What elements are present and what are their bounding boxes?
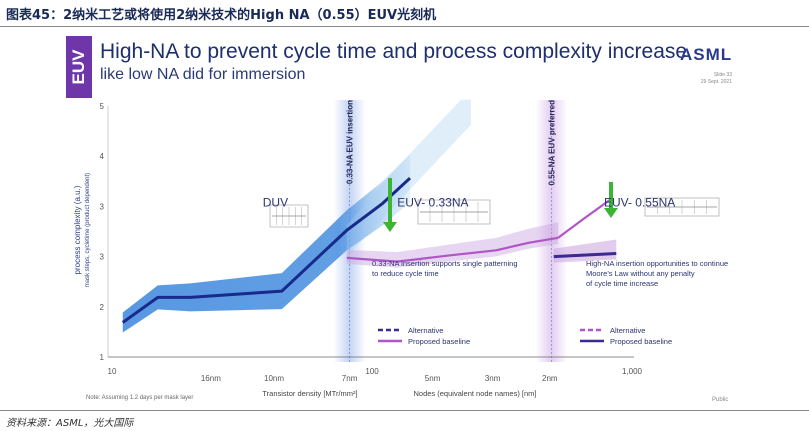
insertion-label: 0.33-NA EUV insertion xyxy=(346,100,355,184)
y-tick-label: 3 xyxy=(100,253,105,262)
region-label: EUV- 0.55NA xyxy=(604,195,675,209)
x-axis-label: Transistor density [MTr/mm²] xyxy=(262,389,357,398)
x-tick-label: 1,000 xyxy=(622,367,643,376)
node-tick-label: 5nm xyxy=(425,374,441,383)
slide-date: 29 Sept. 2021 xyxy=(700,79,732,85)
series-line xyxy=(557,199,611,239)
annotation-055: of cycle time increase xyxy=(586,279,658,288)
series-line xyxy=(121,177,412,324)
legend-label: Alternative xyxy=(408,326,443,335)
node-tick-label: 7nm xyxy=(342,374,358,383)
euv033-band xyxy=(346,222,559,268)
y-tick-label: 3 xyxy=(100,202,105,211)
y-axis-sublabel: mask steps, cycletime (product dependent… xyxy=(85,173,91,287)
x-tick-label: 10 xyxy=(108,367,117,376)
green-arrow-head xyxy=(604,208,618,218)
annotation-033: 0.33-NA insertion supports single patter… xyxy=(372,259,518,268)
duv-band xyxy=(122,154,410,333)
series-line xyxy=(346,236,559,263)
y-tick-label: 2 xyxy=(100,303,105,312)
public-label: Public xyxy=(712,397,729,403)
node-tick-label: 3nm xyxy=(485,374,501,383)
bottom-rule xyxy=(0,410,809,411)
region-label: DUV xyxy=(263,195,288,209)
annotation-033: to reduce cycle time xyxy=(372,269,439,278)
legend-label: Proposed baseline xyxy=(610,337,672,346)
slide-note: Note: Assuming 1.2 days per mask layer xyxy=(86,395,194,401)
slide-title: High-NA to prevent cycle time and proces… xyxy=(100,40,688,63)
insertion-label: 0.55-NA EUV preferred xyxy=(547,100,556,186)
annotation-055: High-NA insertion opportunities to conti… xyxy=(586,259,728,268)
legend-label: Alternative xyxy=(610,326,645,335)
source-note: 资料来源：ASML，光大国际 xyxy=(6,418,134,429)
x-tick-label: 100 xyxy=(365,367,379,376)
y-tick-label: 5 xyxy=(100,102,105,111)
legend-label: Proposed baseline xyxy=(408,337,470,346)
x-axis-label-2: Nodes (equivalent node names) [nm] xyxy=(414,389,537,398)
node-tick-label: 2nm xyxy=(542,374,558,383)
slide-number: Slide 33 xyxy=(713,72,732,78)
insertion-band xyxy=(535,100,568,362)
figure-caption: 图表45：2纳米工艺或将使用2纳米技术的High NA（0.55）EUV光刻机 xyxy=(6,8,437,23)
slide-panel xyxy=(62,30,750,408)
y-tick-label: 4 xyxy=(100,152,105,161)
region-label: EUV- 0.33NA xyxy=(397,195,468,209)
y-tick-label: 1 xyxy=(100,353,105,362)
euv-tab: EUV xyxy=(66,36,92,98)
slide-meta: Slide 33 29 Sept. 2021 xyxy=(690,72,732,86)
node-tick-label: 10nm xyxy=(264,374,284,383)
y-axis-label: process complexity (a.u.) xyxy=(73,185,82,274)
top-rule xyxy=(0,26,809,27)
slide-subtitle: like low NA did for immersion xyxy=(100,66,306,83)
asml-logo: ASML xyxy=(680,45,733,64)
annotation-055: Moore’s Law without any penalty xyxy=(586,269,695,278)
node-tick-label: 16nm xyxy=(201,374,221,383)
series-line xyxy=(553,251,617,259)
green-arrow-head xyxy=(383,222,397,232)
